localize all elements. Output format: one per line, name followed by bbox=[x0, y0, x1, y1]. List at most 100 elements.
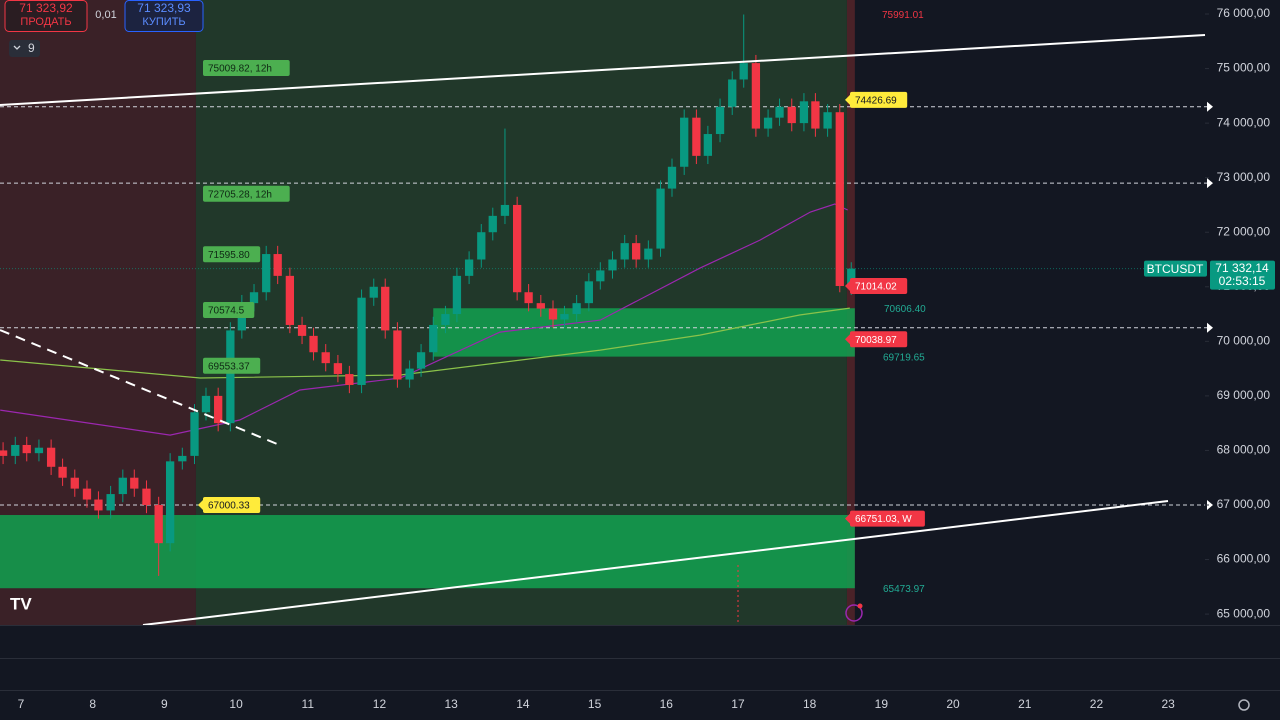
candle-body[interactable] bbox=[226, 330, 235, 424]
candle-body[interactable] bbox=[22, 444, 31, 454]
x-tick-label: 21 bbox=[1018, 697, 1032, 711]
x-tick-label: 23 bbox=[1161, 697, 1175, 711]
candle-body[interactable] bbox=[692, 117, 701, 156]
candle-body[interactable] bbox=[70, 477, 79, 489]
level-arrow bbox=[1207, 178, 1213, 189]
candle-body[interactable] bbox=[500, 204, 510, 216]
candle-body[interactable] bbox=[799, 101, 809, 124]
supply-demand-zone[interactable] bbox=[433, 308, 855, 357]
candle-body[interactable] bbox=[477, 232, 486, 260]
x-tick-label: 13 bbox=[445, 697, 459, 711]
y-tick-label: 66 000,00 bbox=[1217, 552, 1271, 566]
price-label-box[interactable] bbox=[203, 301, 255, 318]
candle-body[interactable] bbox=[381, 286, 390, 331]
candle-body[interactable] bbox=[165, 461, 175, 544]
trend-line[interactable] bbox=[0, 34, 1206, 106]
candle-body[interactable] bbox=[464, 259, 474, 276]
candle-body[interactable] bbox=[118, 477, 127, 495]
candle-body[interactable] bbox=[513, 204, 522, 293]
candle-body[interactable] bbox=[763, 117, 773, 129]
candle-body[interactable] bbox=[106, 494, 115, 511]
sell-button[interactable] bbox=[4, 0, 88, 32]
candle-body[interactable] bbox=[249, 292, 259, 304]
candle-body[interactable] bbox=[82, 488, 92, 500]
candle-body[interactable] bbox=[632, 243, 641, 260]
logo[interactable]: TV bbox=[10, 594, 32, 613]
candle-body[interactable] bbox=[0, 450, 8, 456]
candle-body[interactable] bbox=[524, 292, 533, 304]
trend-line[interactable] bbox=[142, 500, 1169, 626]
candle-body[interactable] bbox=[46, 447, 56, 467]
candle-body[interactable] bbox=[11, 444, 20, 456]
indicators-toggle[interactable] bbox=[9, 40, 40, 57]
candle-body[interactable] bbox=[58, 466, 67, 478]
candle-body[interactable] bbox=[154, 504, 163, 544]
candle-body[interactable] bbox=[321, 352, 330, 364]
candle-body[interactable] bbox=[452, 275, 462, 315]
candle-body[interactable] bbox=[560, 314, 569, 320]
candle-body[interactable] bbox=[703, 134, 713, 156]
candle-body[interactable] bbox=[488, 215, 497, 233]
candle-body[interactable] bbox=[142, 488, 151, 505]
candle-body[interactable] bbox=[572, 303, 581, 315]
candle-body[interactable] bbox=[393, 330, 402, 380]
candle-body[interactable] bbox=[728, 79, 737, 107]
price-label-box[interactable] bbox=[203, 246, 261, 263]
price-label-box[interactable] bbox=[203, 496, 261, 513]
x-tick-label: 17 bbox=[731, 697, 745, 711]
y-tick-label: 74 000,00 bbox=[1217, 115, 1271, 129]
settings-icon[interactable] bbox=[1238, 699, 1250, 711]
candle-body[interactable] bbox=[416, 352, 426, 369]
candle-body[interactable] bbox=[357, 297, 366, 385]
candle-body[interactable] bbox=[285, 275, 295, 325]
candle-body[interactable] bbox=[369, 286, 378, 298]
price-label-box[interactable] bbox=[850, 278, 908, 295]
candle-body[interactable] bbox=[441, 314, 450, 325]
candle-body[interactable] bbox=[787, 106, 796, 124]
candle-body[interactable] bbox=[751, 63, 761, 129]
candle-body[interactable] bbox=[429, 324, 438, 353]
candle-body[interactable] bbox=[847, 268, 856, 287]
candle-body[interactable] bbox=[656, 188, 665, 249]
candle-body[interactable] bbox=[309, 335, 318, 353]
candle-body[interactable] bbox=[811, 101, 820, 129]
candle-body[interactable] bbox=[823, 112, 832, 129]
supply-demand-zone[interactable] bbox=[0, 515, 855, 589]
price-label-box[interactable] bbox=[850, 510, 925, 527]
candle-body[interactable] bbox=[333, 363, 343, 375]
price-label-box[interactable] bbox=[203, 60, 290, 77]
candle-body[interactable] bbox=[739, 63, 748, 80]
candle-body[interactable] bbox=[214, 395, 223, 424]
candle-body[interactable] bbox=[190, 412, 199, 456]
candle-body[interactable] bbox=[584, 281, 593, 304]
candle-body[interactable] bbox=[680, 117, 689, 167]
candle-body[interactable] bbox=[667, 166, 677, 189]
candle-body[interactable] bbox=[620, 243, 629, 260]
candle-body[interactable] bbox=[297, 324, 307, 336]
price-label-box[interactable] bbox=[203, 185, 290, 202]
buy-button[interactable] bbox=[124, 0, 204, 32]
candle-body[interactable] bbox=[262, 254, 271, 293]
candle-body[interactable] bbox=[273, 254, 282, 276]
candle-body[interactable] bbox=[596, 270, 605, 282]
candle-body[interactable] bbox=[405, 368, 414, 380]
candle-body[interactable] bbox=[775, 106, 784, 118]
candle-body[interactable] bbox=[345, 374, 354, 385]
candle-body[interactable] bbox=[94, 499, 103, 511]
candle-body[interactable] bbox=[548, 308, 558, 320]
candle-body[interactable] bbox=[608, 259, 617, 271]
candle-body[interactable] bbox=[178, 455, 187, 462]
candle-body[interactable] bbox=[536, 303, 545, 309]
alert-icon[interactable] bbox=[845, 604, 863, 622]
candle-body[interactable] bbox=[201, 395, 211, 413]
price-label-box[interactable] bbox=[850, 331, 908, 348]
candle-body[interactable] bbox=[715, 106, 725, 135]
candle-body[interactable] bbox=[34, 447, 44, 454]
candle-body[interactable] bbox=[130, 477, 139, 489]
candle-body[interactable] bbox=[644, 248, 653, 260]
x-tick-label: 16 bbox=[660, 697, 674, 711]
price-label-box[interactable] bbox=[203, 357, 261, 374]
candle-body[interactable] bbox=[835, 112, 844, 287]
price-label-box[interactable] bbox=[850, 91, 908, 108]
